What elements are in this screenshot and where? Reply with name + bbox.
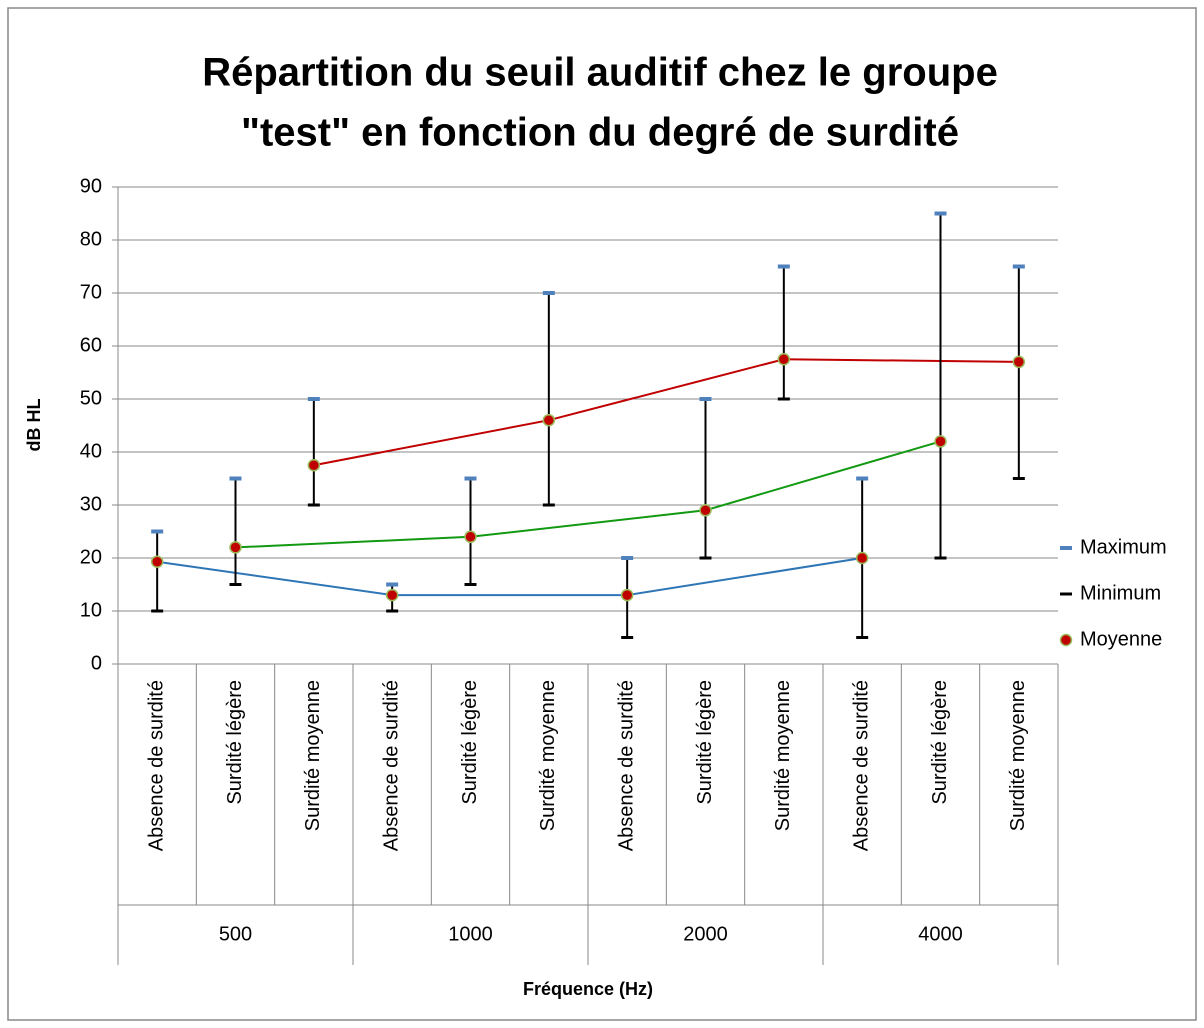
mean-marker [1012, 355, 1026, 369]
chart-title: "test" en fonction du degré de surdité [241, 111, 959, 155]
x-tick-label: Absence de surdité [380, 680, 402, 851]
mean-marker [464, 530, 477, 544]
x-tick-label: Surdité moyenne [537, 680, 559, 831]
legend-label: Maximum [1080, 536, 1167, 558]
mean-line [313, 358, 1019, 467]
mean-marker [699, 504, 712, 517]
legend-label: Minimum [1080, 582, 1161, 604]
y-tick-label: 70 [80, 281, 102, 303]
x-tick-label: Surdité légère [224, 680, 246, 805]
mean-marker [385, 588, 399, 602]
mean-marker [934, 435, 947, 448]
x-tick-label: Absence de surdité [145, 680, 167, 851]
legend-swatch [1059, 633, 1073, 647]
mean-marker [307, 459, 321, 472]
x-tick-label: Surdité légère [694, 680, 716, 805]
x-tick-label: Absence de surdité [615, 680, 637, 851]
x-tick-label: Surdité moyenne [302, 680, 324, 831]
mean-line [157, 557, 863, 597]
y-tick-label: 40 [80, 440, 102, 462]
mean-marker [855, 551, 869, 565]
x-tick-label: Surdité légère [929, 680, 951, 805]
y-tick-label: 0 [91, 652, 102, 674]
y-axis-title: dB HL [24, 399, 44, 452]
mean-line [235, 440, 941, 549]
mean-marker [777, 353, 791, 366]
mean-marker [150, 555, 164, 568]
x-tick-label: Surdité moyenne [1007, 680, 1029, 831]
chart-border [7, 7, 1197, 1021]
x-tick-label: Absence de surdité [850, 680, 872, 851]
x-axis-title: Fréquence (Hz) [523, 979, 653, 999]
mean-marker [229, 541, 242, 554]
group-label: 4000 [918, 923, 963, 945]
legend-label: Moyenne [1080, 628, 1162, 650]
group-label: 2000 [683, 923, 728, 945]
chart-title: Répartition du seuil auditif chez le gro… [202, 51, 998, 95]
mean-marker [542, 413, 556, 427]
group-label: 500 [219, 923, 252, 945]
y-tick-label: 60 [80, 334, 102, 356]
x-tick-label: Surdité légère [459, 680, 481, 805]
group-label: 1000 [448, 923, 493, 945]
x-tick-label: Surdité moyenne [772, 680, 794, 831]
y-tick-label: 90 [80, 175, 102, 197]
mean-marker [620, 588, 634, 602]
y-tick-label: 30 [80, 493, 102, 515]
y-tick-label: 80 [80, 228, 102, 250]
y-tick-label: 20 [80, 546, 102, 568]
y-tick-label: 10 [80, 599, 102, 621]
y-tick-label: 50 [80, 387, 102, 409]
